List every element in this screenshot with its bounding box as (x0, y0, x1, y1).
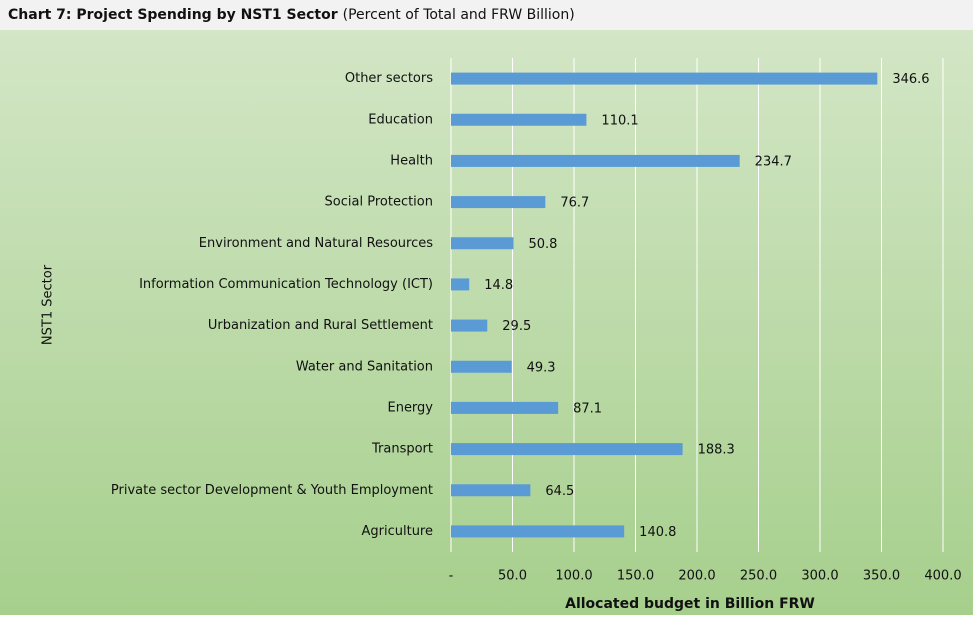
x-tick-label: 350.0 (863, 569, 900, 584)
data-label: 49.3 (527, 360, 556, 375)
bar (451, 484, 531, 497)
bar (451, 319, 488, 332)
data-label: 29.5 (502, 319, 531, 334)
data-label: 76.7 (560, 196, 589, 211)
bar (451, 72, 878, 85)
y-tick-label: Environment and Natural Resources (199, 236, 433, 251)
bar (451, 113, 587, 126)
x-tick-label: 150.0 (617, 569, 654, 584)
bar (451, 401, 559, 414)
data-label: 110.1 (601, 113, 638, 128)
subtitle: (Percent of Total and FRW Billion) (343, 7, 575, 23)
data-label: 14.8 (484, 278, 513, 293)
y-axis-title: NST1 Sector (41, 264, 56, 345)
data-label: 188.3 (698, 443, 735, 458)
x-tick-label: 250.0 (740, 569, 777, 584)
y-tick-label: Other sectors (345, 71, 433, 86)
x-tick-label: 200.0 (678, 569, 715, 584)
data-label: 140.8 (639, 525, 676, 540)
y-tick-label: Urbanization and Rural Settlement (208, 318, 433, 333)
header-band (0, 0, 973, 30)
y-tick-label: Energy (387, 400, 433, 415)
x-tick-label: 300.0 (801, 569, 838, 584)
x-tick-label: 100.0 (555, 569, 592, 584)
bar (451, 196, 546, 209)
title: Chart 7: Project Spending by NST1 Sector (8, 7, 338, 23)
y-tick-label: Transport (371, 442, 433, 457)
y-tick-label: Agriculture (362, 524, 434, 539)
x-tick-label: 50.0 (498, 569, 527, 584)
y-tick-label: Information Communication Technology (IC… (139, 277, 433, 292)
bar (451, 443, 683, 456)
data-label: 50.8 (528, 237, 557, 252)
x-tick-label: 400.0 (924, 569, 961, 584)
y-tick-label: Health (390, 153, 433, 168)
data-label: 346.6 (892, 72, 929, 87)
data-label: 87.1 (573, 401, 602, 416)
data-label: 64.5 (545, 484, 574, 499)
bar (451, 278, 470, 291)
bar (451, 237, 514, 250)
bar (451, 154, 740, 167)
y-tick-label: Private sector Development & Youth Emplo… (111, 483, 433, 498)
y-tick-label: Education (368, 112, 433, 127)
bar (451, 360, 512, 373)
chart-title: Chart 7: Project Spending by NST1 Sector… (8, 7, 575, 23)
bar (451, 525, 625, 538)
y-tick-label: Water and Sanitation (296, 359, 433, 374)
data-label: 234.7 (755, 154, 792, 169)
x-tick-label: - (449, 569, 454, 584)
y-tick-label: Social Protection (325, 195, 433, 210)
x-axis-title: Allocated budget in Billion FRW (565, 596, 815, 612)
